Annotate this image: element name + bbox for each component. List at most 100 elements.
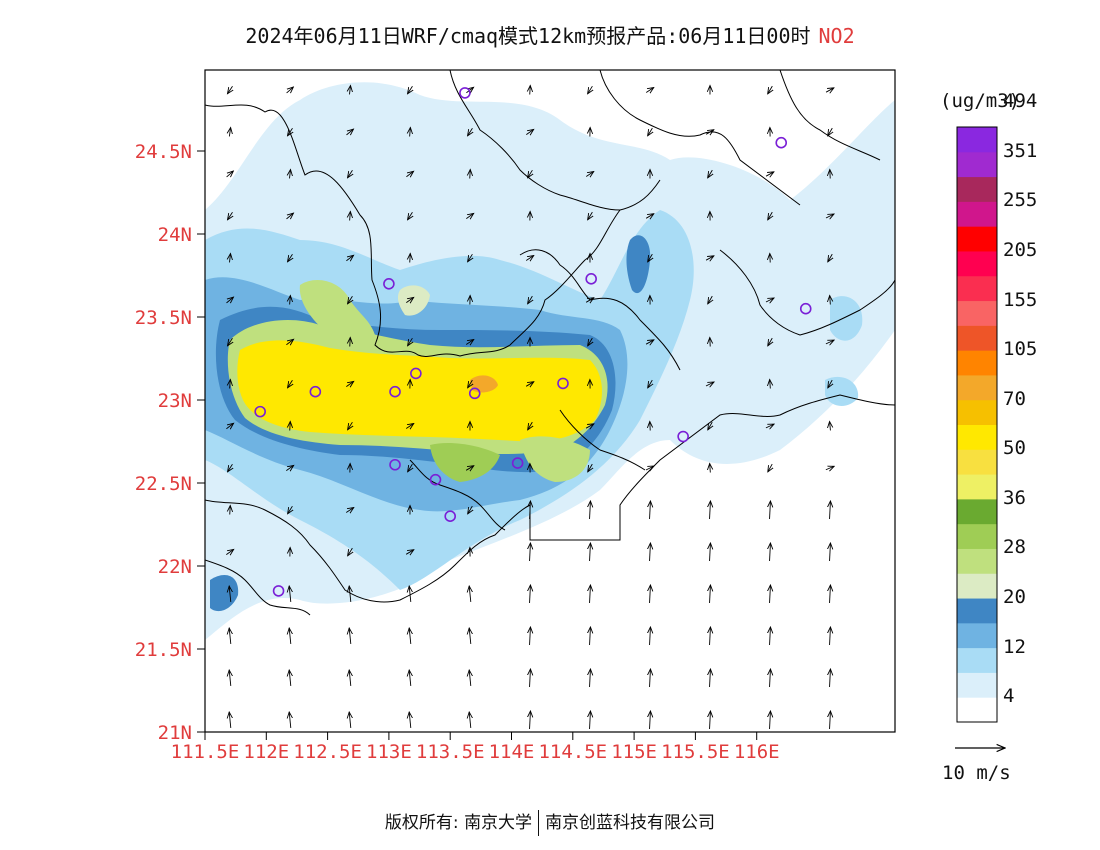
- station-marker: [511, 457, 524, 469]
- wind-arrow: [645, 466, 654, 470]
- wind-arrow: [286, 339, 293, 344]
- wind-arrow: [710, 585, 711, 604]
- wind-arrow: [526, 129, 533, 134]
- wind-arrow: [530, 543, 531, 562]
- lon-tick-label: 113.5E: [416, 741, 485, 763]
- colorbar-label: 4: [1003, 685, 1015, 708]
- station-marker: [468, 387, 481, 400]
- wind-arrow: [350, 338, 351, 347]
- station-marker: [272, 585, 285, 597]
- wind-arrow: [585, 172, 594, 177]
- patch-sw: [210, 575, 239, 612]
- colorbar-unit: (ug/m3): [940, 90, 1021, 112]
- wind-arrow: [590, 501, 591, 520]
- wind-arrow: [830, 501, 831, 520]
- wind-arrow: [405, 550, 414, 555]
- wind-arrow: [348, 547, 353, 556]
- wind-arrow: [650, 627, 651, 646]
- colorbar-swatch: [957, 622, 997, 649]
- wind-arrow: [286, 213, 294, 219]
- colorbar-swatch: [957, 474, 997, 500]
- wind-arrow: [286, 465, 293, 470]
- wind-arrow: [770, 501, 771, 520]
- copyright-label: 版权所有:: [384, 813, 459, 833]
- wind-arrow: [349, 586, 351, 603]
- station-marker: [677, 430, 689, 443]
- wind-arrow: [770, 380, 771, 389]
- colorbar-swatch: [957, 275, 997, 302]
- wind-arrow: [768, 463, 772, 472]
- station-marker: [444, 510, 457, 523]
- wind-arrow: [469, 586, 471, 603]
- wind-arrow: [228, 337, 233, 346]
- colorbar-swatch: [957, 697, 997, 723]
- colorbar-label: 105: [1003, 338, 1038, 361]
- title-text: 2024年06月11日WRF/cmaq模式12km预报产品:06月11日00时: [245, 24, 811, 48]
- wind-arrow: [530, 501, 531, 520]
- colorbar-swatch: [957, 424, 997, 450]
- contour-70: [237, 340, 602, 442]
- colorbar-frame: [956, 126, 998, 723]
- lon-tick-label: 115E: [611, 741, 657, 763]
- patch-north: [299, 280, 375, 335]
- wind-arrow: [348, 421, 353, 430]
- wind-arrow: [409, 712, 411, 729]
- wind-arrow: [585, 424, 594, 428]
- wind-arrow: [227, 86, 232, 93]
- wind-arrow: [288, 253, 293, 262]
- colorbar-swatch: [957, 449, 997, 475]
- wind-arrow: [408, 211, 413, 220]
- wind-arrow: [710, 543, 711, 562]
- colorbar-label: 36: [1003, 486, 1026, 509]
- colorbar-swatch: [957, 498, 997, 525]
- wind-arrow: [530, 627, 531, 646]
- colorbar-label: 205: [1003, 238, 1038, 261]
- wind-arrow: [650, 501, 651, 520]
- wind-arrow: [469, 670, 471, 687]
- wind-arrow: [350, 86, 351, 95]
- wind-arrow: [705, 130, 714, 135]
- wind-arrow: [409, 670, 411, 687]
- wind-arrow: [588, 211, 593, 220]
- wind-arrow: [229, 586, 231, 603]
- wind-arrow: [290, 296, 291, 305]
- colorbar-swatch: [957, 250, 997, 277]
- wind-arrow: [525, 382, 534, 387]
- wind-arrow: [289, 628, 291, 645]
- colorbar-label: 155: [1003, 288, 1038, 311]
- lon-tick-label: 113E: [366, 741, 412, 763]
- wind-arrow: [585, 298, 594, 303]
- colorbar-swatch: [957, 350, 997, 376]
- wind-arrow: [765, 298, 774, 302]
- map-title: 2024年06月11日WRF/cmaq模式12km预报产品:06月11日00时 N…: [0, 20, 1100, 49]
- lat-tick-label: 23N: [158, 390, 192, 412]
- wind-arrow: [528, 169, 533, 178]
- species-label: NO2: [818, 24, 855, 48]
- lon-tick-label: 114.5E: [538, 741, 607, 763]
- wind-arrow: [648, 379, 653, 388]
- colorbar-swatch: [957, 300, 997, 326]
- station-marker: [557, 377, 569, 390]
- copyright: 版权所有: 南京大学 南京创蓝科技有限公司: [0, 808, 1100, 836]
- wind-arrow: [530, 711, 531, 730]
- wind-arrow: [770, 585, 771, 604]
- wind-arrow: [408, 463, 413, 472]
- wind-arrow: [768, 85, 773, 94]
- wind-arrow: [350, 212, 351, 221]
- wind-arrow: [645, 88, 654, 93]
- wind-arrow: [410, 254, 411, 263]
- wind-arrow: [288, 379, 293, 388]
- lat-tick-label: 24N: [158, 224, 192, 246]
- map-frame: [204, 69, 896, 733]
- wind-arrow: [590, 627, 591, 646]
- wind-arrow: [465, 466, 474, 471]
- wind-arrow: [825, 340, 834, 344]
- wind-arrow: [768, 211, 773, 220]
- wind-arrow: [226, 549, 233, 554]
- wind-arrow: [228, 463, 233, 472]
- lat-tick-label: 21N: [158, 722, 192, 744]
- wind-arrow: [470, 170, 471, 179]
- wind-arrow: [830, 422, 831, 431]
- wind-arrow: [346, 381, 353, 386]
